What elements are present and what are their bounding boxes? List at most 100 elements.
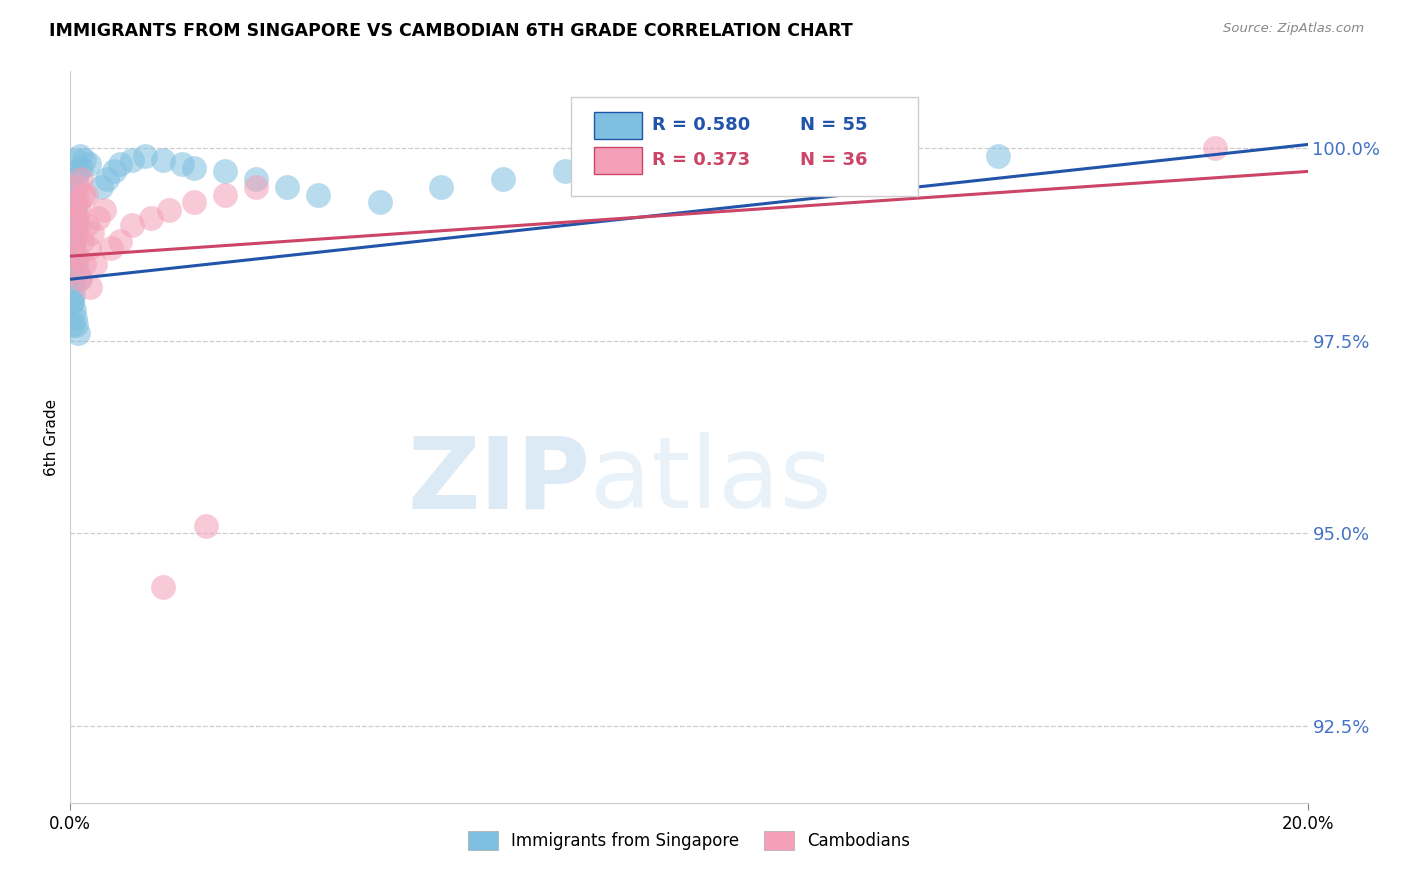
Point (65, 211, 87, 225)
Point (73, 153, 96, 167)
Point (70, 161, 93, 175)
Legend: Immigrants from Singapore, Cambodians: Immigrants from Singapore, Cambodians (461, 824, 917, 856)
Text: R = 0.580: R = 0.580 (652, 116, 749, 134)
Point (987, 149, 1010, 163)
Point (62, 242, 84, 256)
Text: atlas: atlas (591, 433, 831, 530)
Point (66, 249, 89, 263)
Point (65, 172, 87, 186)
Point (96, 172, 118, 186)
Point (65, 219, 87, 233)
Point (801, 153, 824, 167)
Text: IMMIGRANTS FROM SINGAPORE VS CAMBODIAN 6TH GRADE CORRELATION CHART: IMMIGRANTS FROM SINGAPORE VS CAMBODIAN 6… (49, 22, 853, 40)
Point (63, 234, 86, 248)
Point (62, 280, 84, 294)
Point (63, 179, 86, 194)
Point (108, 234, 131, 248)
Point (65, 226, 87, 240)
Point (80, 226, 103, 240)
Point (70, 172, 93, 186)
Point (72, 187, 94, 202)
Point (152, 153, 174, 167)
Text: ZIP: ZIP (408, 433, 591, 530)
Point (63, 234, 86, 248)
Point (66, 326, 89, 340)
Point (121, 219, 143, 233)
Point (75, 187, 97, 202)
Point (368, 195, 391, 210)
Point (65, 257, 87, 271)
Point (66, 179, 89, 194)
Point (121, 153, 143, 167)
Point (65, 226, 87, 240)
Point (157, 202, 180, 217)
Point (139, 211, 162, 225)
Point (276, 179, 298, 194)
Point (1204, 141, 1226, 155)
Text: Source: ZipAtlas.com: Source: ZipAtlas.com (1223, 22, 1364, 36)
Point (214, 187, 236, 202)
Point (67, 202, 90, 217)
Point (245, 172, 267, 186)
Point (77, 242, 100, 256)
Point (65, 318, 87, 333)
Point (63, 264, 86, 278)
Point (60, 318, 83, 333)
Point (245, 179, 267, 194)
Point (60, 295, 83, 310)
Point (77, 157, 100, 171)
Point (62, 249, 84, 263)
Point (152, 580, 174, 594)
Point (170, 157, 193, 171)
Point (66, 164, 89, 178)
Point (79, 280, 101, 294)
Y-axis label: 6th Grade: 6th Grade (44, 399, 59, 475)
Point (67, 219, 90, 233)
Point (66, 264, 89, 278)
Point (63, 234, 86, 248)
Text: R = 0.373: R = 0.373 (652, 151, 749, 169)
Point (62, 211, 84, 225)
Point (65, 153, 87, 167)
Point (100, 242, 122, 256)
Point (67, 195, 90, 210)
FancyBboxPatch shape (593, 147, 643, 174)
Point (70, 234, 93, 248)
Text: N = 36: N = 36 (800, 151, 868, 169)
Point (195, 518, 218, 533)
Point (678, 157, 700, 171)
Point (65, 202, 87, 217)
Point (183, 195, 205, 210)
Point (69, 272, 91, 286)
Point (65, 211, 87, 225)
Point (616, 161, 638, 175)
Point (84, 257, 107, 271)
Point (554, 164, 576, 178)
Point (62, 187, 84, 202)
FancyBboxPatch shape (571, 97, 918, 195)
Point (62, 195, 84, 210)
Point (73, 257, 96, 271)
Point (90, 179, 112, 194)
Point (103, 164, 125, 178)
Point (87, 211, 110, 225)
Point (93, 202, 115, 217)
Point (430, 179, 453, 194)
Point (62, 287, 84, 301)
Point (134, 149, 156, 163)
Point (492, 172, 515, 186)
Point (76, 219, 98, 233)
Point (65, 310, 87, 325)
Point (183, 161, 205, 175)
Point (63, 195, 86, 210)
Point (67, 272, 90, 286)
Point (108, 157, 131, 171)
Text: N = 55: N = 55 (800, 116, 868, 134)
Point (214, 164, 236, 178)
FancyBboxPatch shape (593, 112, 643, 138)
Point (69, 149, 91, 163)
Point (63, 249, 86, 263)
Point (62, 257, 84, 271)
Point (63, 195, 86, 210)
Point (63, 202, 86, 217)
